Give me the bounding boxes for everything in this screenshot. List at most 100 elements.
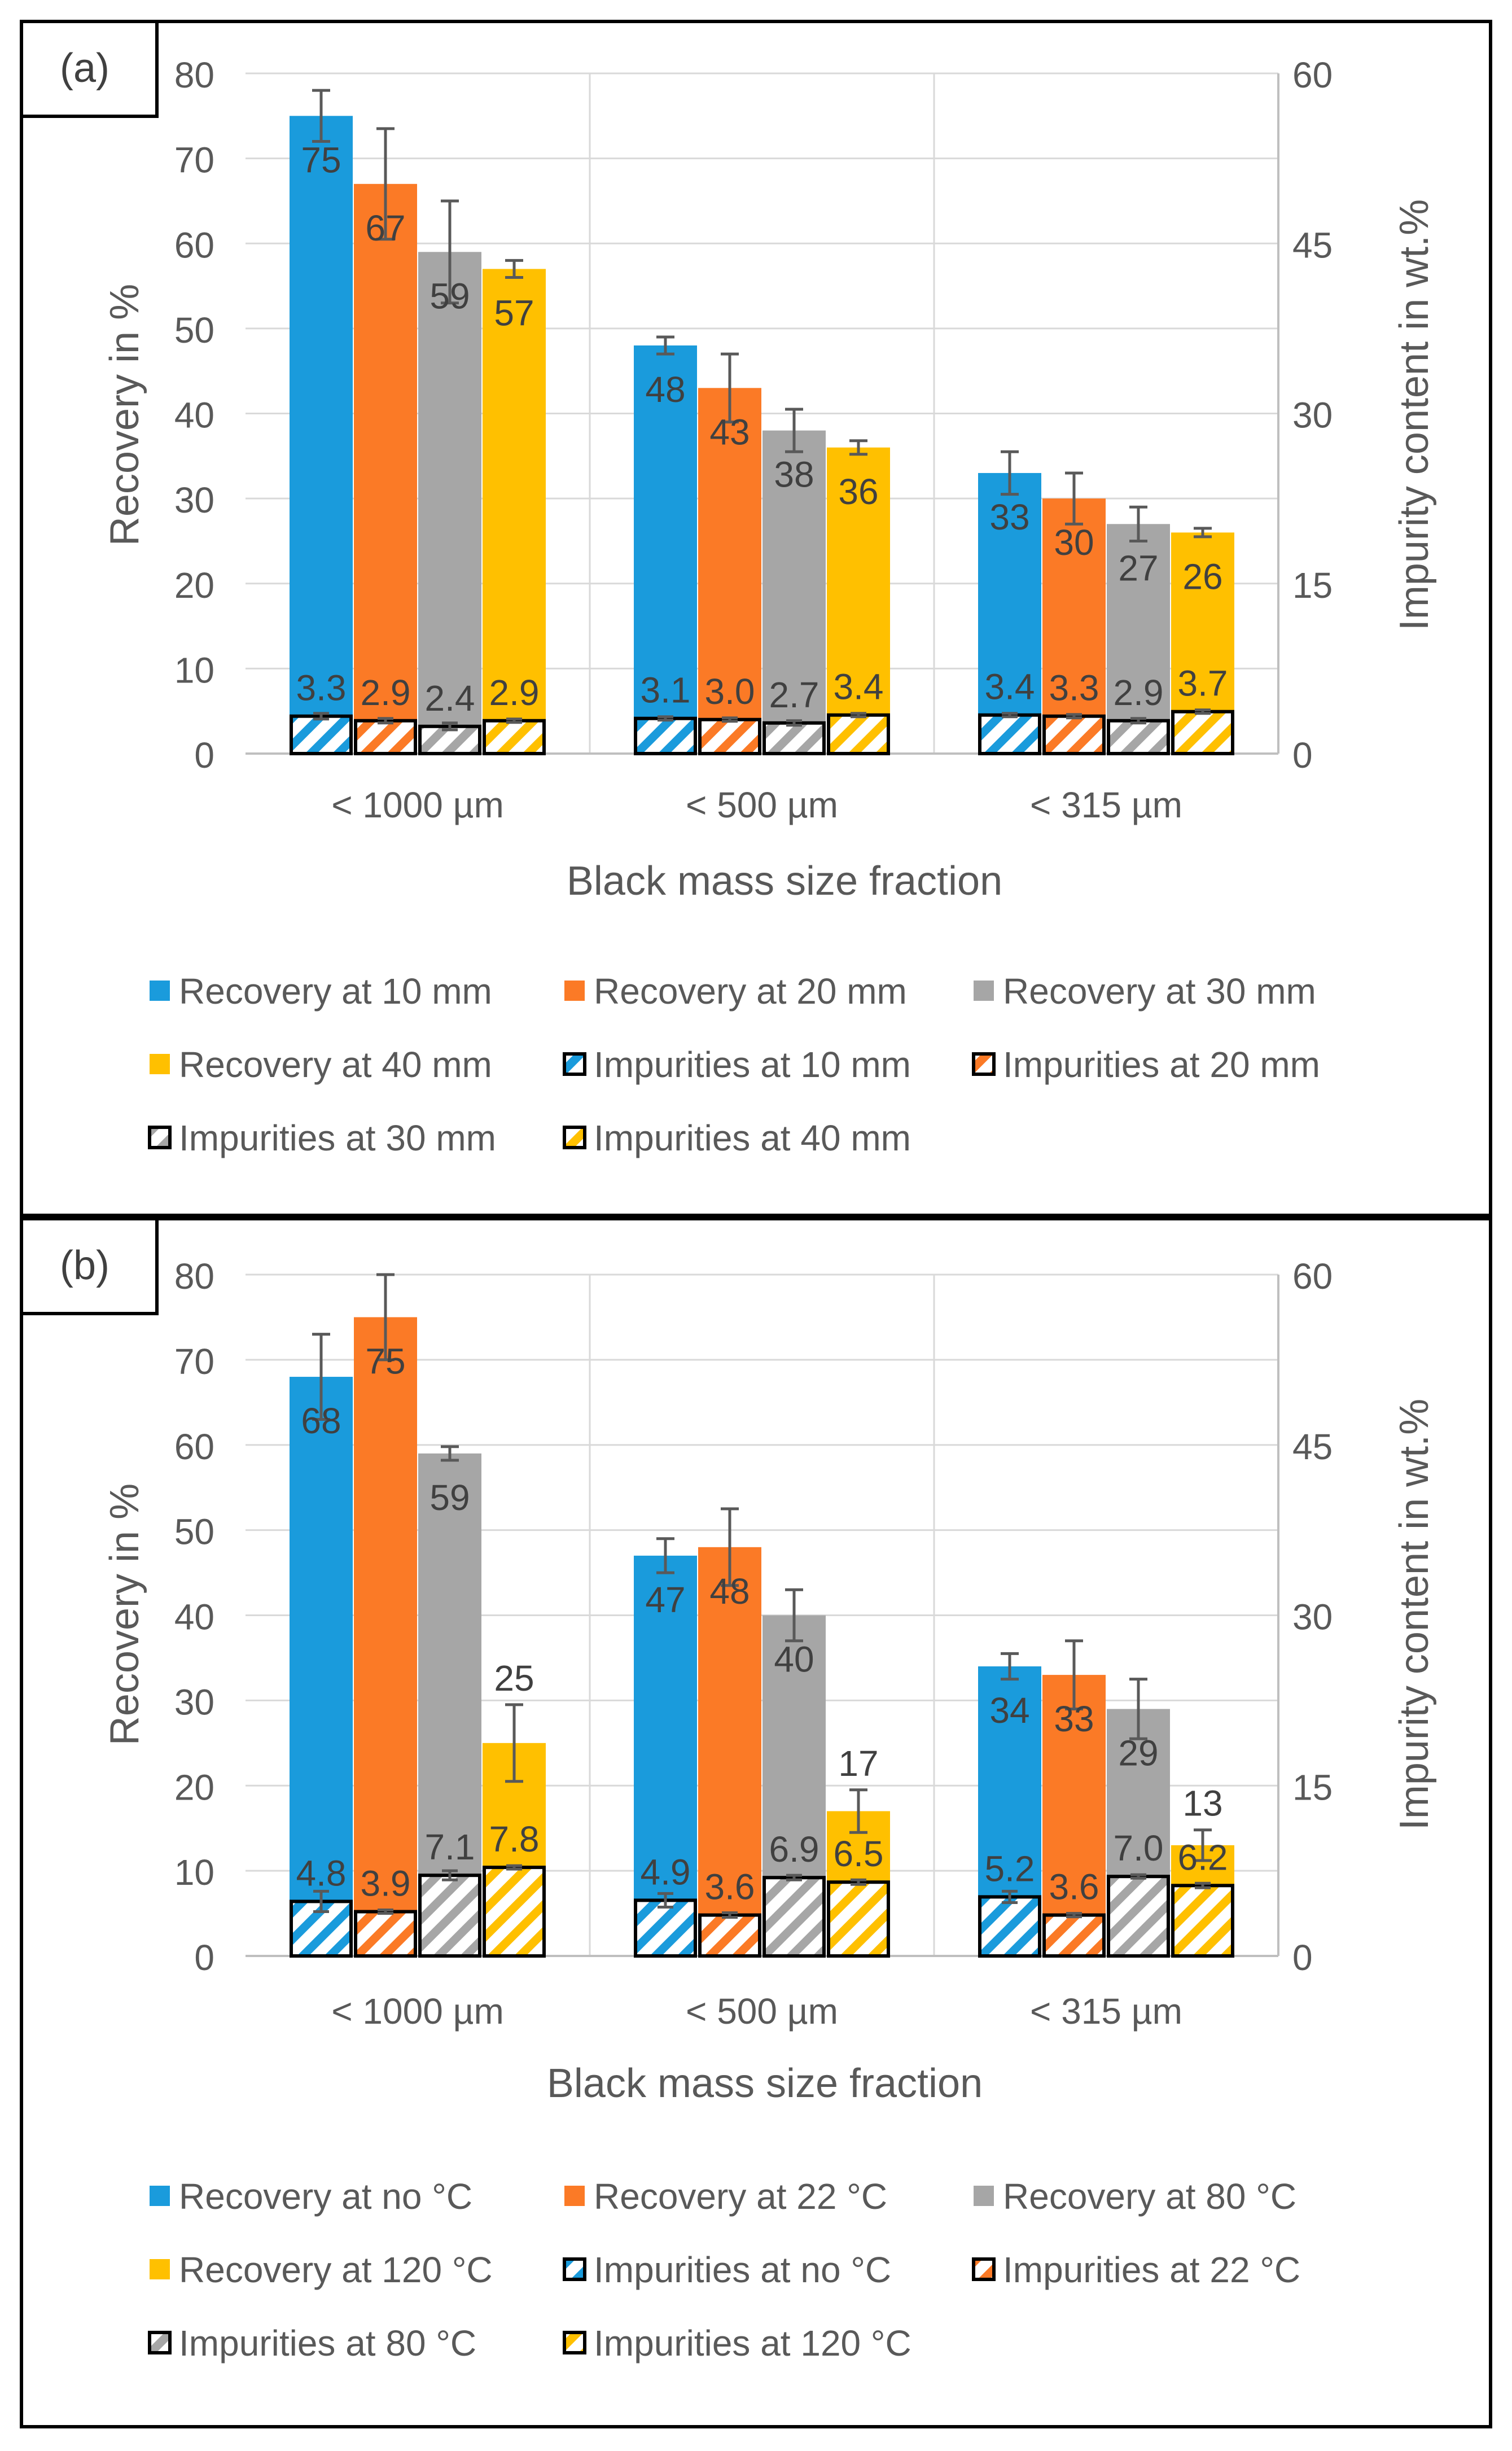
legend-label: Impurities at 20 mm: [1003, 1044, 1320, 1085]
recovery-data-label: 33: [989, 497, 1029, 537]
recovery-bar: [762, 430, 826, 754]
impurity-data-label: 7.0: [1114, 1828, 1164, 1868]
legend-label: Impurities at no °C: [594, 2249, 891, 2290]
x-tick-label: < 500 µm: [686, 1991, 838, 2032]
impurity-bar: [1171, 710, 1234, 755]
legend-swatch-impurity: [148, 2331, 172, 2354]
impurity-data-label: 5.2: [985, 1848, 1035, 1889]
impurity-data-label: 2.9: [361, 672, 411, 713]
y-tick-label: 60: [174, 225, 214, 265]
impurity-data-label: 3.0: [705, 671, 755, 712]
y2-tick-label: 30: [1292, 1597, 1333, 1638]
impurity-bar: [1107, 1875, 1170, 1958]
panel-b-legend: Recovery at no °C Recovery at 22 °C Recove…: [148, 2176, 1300, 2364]
panel-b-ylabel: Recovery in %: [102, 1483, 147, 1745]
y2-tick-label: 0: [1292, 735, 1313, 776]
legend-swatch-recovery: [564, 2186, 585, 2206]
recovery-data-label: 59: [430, 275, 470, 316]
recovery-bar: [354, 1317, 417, 1956]
recovery-data-label: 40: [774, 1639, 814, 1680]
panel-a-ticks: 0 10 20 30 40 50 60 70 80 0 15 30 45 60 < 1000 µm < 500…: [174, 55, 1333, 825]
recovery-data-label: 13: [1182, 1783, 1222, 1824]
recovery-data-label: 33: [1054, 1699, 1094, 1739]
impurity-data-label: 6.2: [1178, 1837, 1228, 1877]
legend-swatch-impurity: [563, 1126, 586, 1149]
impurity-bar: [483, 719, 546, 755]
legend-swatch-impurity: [972, 1052, 996, 1076]
y2-tick-label: 15: [1292, 1767, 1333, 1807]
panel-a-xlabel: Black mass size fraction: [567, 859, 1002, 904]
panel-a-label: (a): [60, 46, 109, 91]
y-tick-label: 50: [174, 310, 214, 351]
recovery-bar: [634, 1555, 697, 1956]
legend-label: Recovery at no °C: [179, 2176, 472, 2217]
impurity-bar: [290, 714, 353, 755]
y-tick-label: 70: [174, 1341, 214, 1382]
recovery-bar: [978, 472, 1041, 754]
impurity-data-label: 3.1: [641, 670, 691, 711]
x-tick-label: < 315 µm: [1030, 785, 1182, 825]
recovery-data-label: 48: [645, 369, 685, 410]
x-tick-label: < 1000 µm: [331, 785, 504, 825]
legend-label: Recovery at 30 mm: [1003, 971, 1316, 1012]
impurity-data-label: 6.9: [769, 1829, 819, 1870]
impurity-bar: [1171, 1884, 1234, 1958]
impurity-bar: [827, 713, 890, 756]
impurity-data-label: 3.6: [1049, 1867, 1099, 1907]
impurity-data-label: 6.5: [834, 1833, 884, 1874]
panel-b-plot: 68 75 59 25 4.8 3.9 7.1 7.8 47 48 40 17 4.9 3.6 6.9 6.5…: [246, 1273, 1279, 1958]
legend-label: Impurities at 40 mm: [594, 1118, 911, 1158]
recovery-data-label: 34: [989, 1690, 1029, 1731]
legend-swatch-recovery: [564, 981, 585, 1001]
recovery-data-label: 47: [645, 1579, 685, 1620]
legend-label: Recovery at 20 mm: [594, 971, 907, 1012]
recovery-data-label: 36: [838, 471, 878, 512]
impurity-data-label: 3.3: [296, 668, 347, 708]
recovery-data-label: 67: [365, 208, 405, 248]
y2-tick-label: 0: [1292, 1937, 1313, 1978]
legend-label: Impurities at 10 mm: [594, 1044, 911, 1085]
impurity-bar: [418, 1874, 481, 1958]
legend-swatch-impurity: [563, 1052, 586, 1076]
impurity-data-label: 4.8: [296, 1853, 347, 1893]
recovery-data-label: 27: [1118, 548, 1158, 588]
legend-swatch-recovery: [150, 2259, 170, 2279]
impurity-data-label: 3.7: [1178, 663, 1228, 704]
impurity-bar: [483, 1866, 546, 1958]
y-tick-label: 10: [174, 650, 214, 690]
legend-swatch-impurity: [563, 2257, 586, 2281]
panel-b-xlabel: Black mass size fraction: [547, 2061, 983, 2106]
impurity-bar: [978, 1895, 1041, 1958]
recovery-bar: [1042, 498, 1106, 754]
recovery-data-label: 75: [365, 1341, 405, 1381]
x-tick-label: < 500 µm: [686, 785, 838, 825]
y-tick-label: 40: [174, 1597, 214, 1638]
legend-swatch-impurity: [563, 2331, 586, 2354]
recovery-bar: [418, 252, 481, 754]
impurity-bar: [698, 717, 761, 755]
impurity-data-label: 2.4: [425, 678, 475, 719]
legend-label: Recovery at 120 °C: [179, 2249, 493, 2290]
recovery-data-label: 75: [301, 139, 341, 180]
y-tick-label: 20: [174, 565, 214, 606]
y2-tick-label: 45: [1292, 1426, 1333, 1467]
recovery-data-label: 26: [1182, 556, 1222, 597]
y2-tick-label: 45: [1292, 225, 1333, 265]
y2-tick-label: 30: [1292, 395, 1333, 436]
impurity-bar: [978, 713, 1041, 756]
recovery-data-label: 59: [430, 1477, 470, 1518]
recovery-bar: [354, 183, 417, 754]
panel-b: 68 75 59 25 4.8 3.9 7.1 7.8 47 48 40 17 4.9 3.6 6.9 6.5…: [20, 1217, 1492, 2428]
y-tick-label: 0: [194, 735, 214, 776]
impurity-bar: [354, 719, 417, 755]
panel-a: 75 67 59 57 3.3 2.9 2.4 2.9 48 43 38 36 3.1 3.0 2.7 3.4…: [20, 20, 1492, 1217]
panel-b-ticks: 0 10 20 30 40 50 60 70 80 0 15 30 45 60 < 1000 µm < 500…: [174, 1256, 1333, 2032]
recovery-data-label: 30: [1054, 522, 1094, 563]
impurity-data-label: 7.8: [489, 1819, 540, 1859]
recovery-bar: [290, 1377, 353, 1956]
y-tick-label: 30: [174, 1682, 214, 1722]
y2-tick-label: 60: [1292, 1256, 1333, 1297]
impurity-data-label: 3.6: [705, 1867, 755, 1907]
impurity-bar: [698, 1913, 761, 1958]
recovery-data-label: 43: [709, 412, 750, 452]
